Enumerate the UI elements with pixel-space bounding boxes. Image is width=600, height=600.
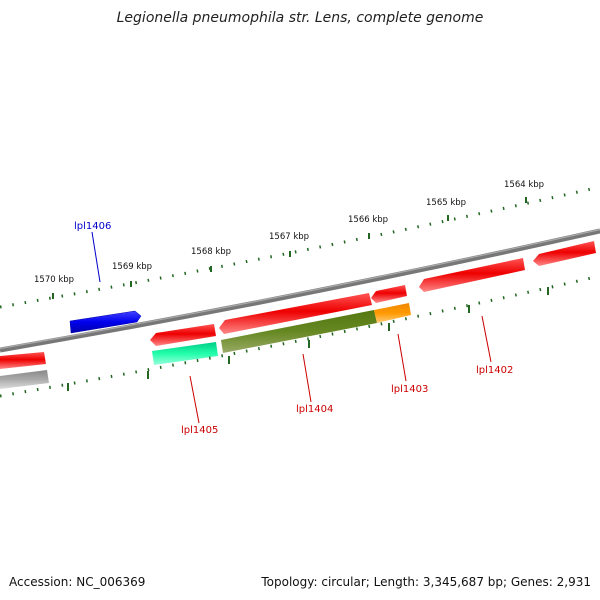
genome-backbone — [0, 228, 600, 353]
leader-line-lpl1402 — [481, 315, 492, 363]
gene-arrow-lpl1402[interactable] — [419, 258, 525, 292]
accession-text: Accession: NC_006369 — [9, 575, 146, 589]
feature-lpl1404[interactable] — [221, 310, 377, 353]
kbp-labels: 1570 kbp 1569 kbp 1568 kbp 1567 kbp 1566… — [34, 180, 544, 285]
upper-dotted-scale — [0, 185, 600, 309]
gene-label-lpl1403[interactable]: lpl1403 — [391, 384, 428, 395]
leader-line-lpl1403 — [397, 333, 407, 382]
kbp-label: 1568 kbp — [191, 247, 231, 257]
feature-lpl1403[interactable] — [374, 303, 411, 323]
gene-arrow-lpl1405[interactable] — [150, 324, 216, 346]
gene-arrow-lpl1403[interactable] — [371, 285, 407, 303]
gene-arrow-right-edge[interactable] — [533, 241, 596, 266]
gene-label-lpl1404[interactable]: lpl1404 — [296, 404, 333, 415]
feature-left-edge[interactable] — [0, 370, 49, 389]
gene-arrow-left-edge[interactable] — [0, 352, 46, 369]
kbp-label: 1564 kbp — [504, 180, 544, 190]
gene-arrow-lpl1406[interactable] — [69, 310, 142, 334]
kbp-label: 1567 kbp — [269, 232, 309, 242]
upper-tick-ruler — [0, 185, 600, 309]
map-title: Legionella pneumophila str. Lens, comple… — [116, 10, 484, 26]
gene-arrow-lpl1404[interactable] — [219, 293, 372, 334]
gene-label-lpl1405[interactable]: lpl1405 — [181, 425, 218, 436]
gene-label-lpl1402[interactable]: lpl1402 — [476, 365, 513, 376]
kbp-label: 1565 kbp — [426, 198, 466, 208]
feature-lpl1405[interactable] — [152, 342, 218, 365]
lower-dotted-scale — [0, 274, 600, 398]
lower-tick-ruler — [0, 274, 600, 398]
leader-line-lpl1404 — [302, 353, 312, 403]
gene-label-lpl1406[interactable]: lpl1406 — [74, 221, 111, 232]
topology-text: Topology: circular; Length: 3,345,687 bp… — [261, 575, 591, 589]
leader-line-lpl1406 — [91, 231, 101, 283]
leader-line-lpl1405 — [189, 375, 200, 424]
kbp-label: 1566 kbp — [348, 215, 388, 225]
kbp-label: 1569 kbp — [112, 262, 152, 272]
kbp-label: 1570 kbp — [34, 275, 74, 285]
